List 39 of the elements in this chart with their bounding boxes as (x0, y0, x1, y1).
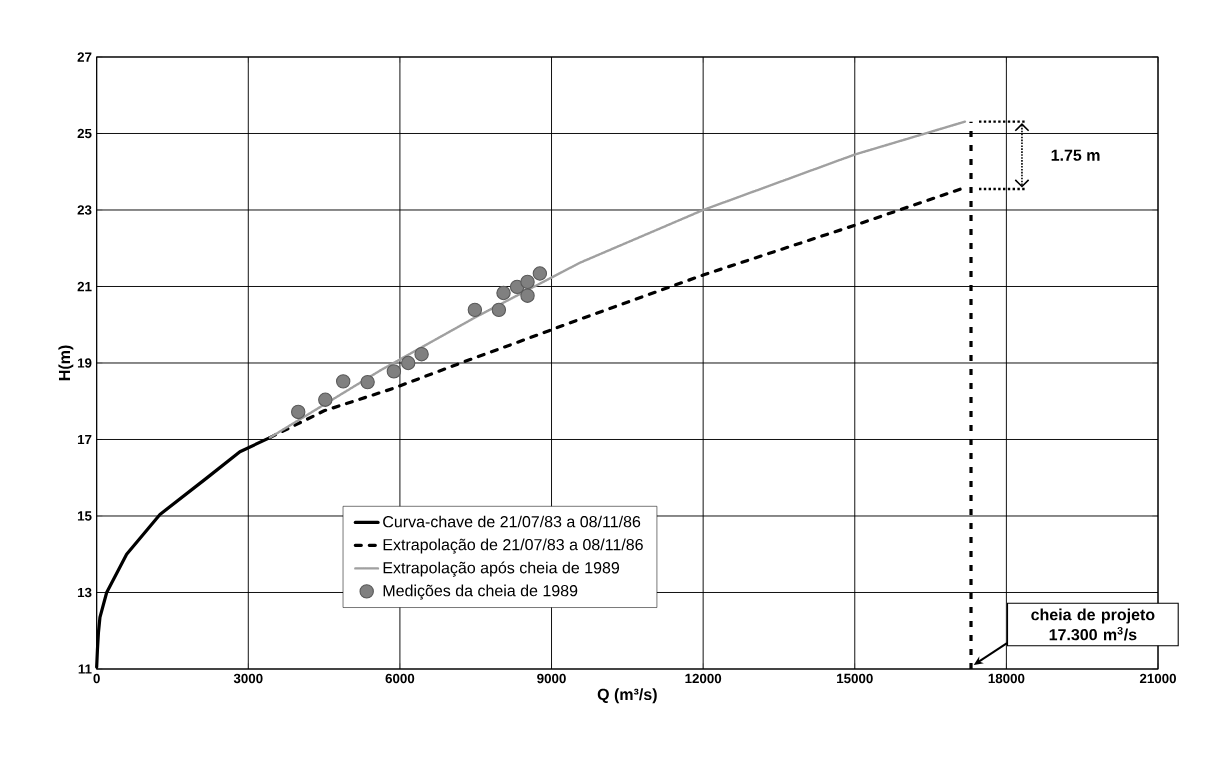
point (400, 355, 416, 371)
point (386, 364, 402, 379)
y-tick-label: 13 (77, 587, 92, 598)
x-axis-title: Q (m³/s) (597, 688, 657, 704)
y-axis-title: H(m) (58, 345, 74, 381)
y-tick-label: 25 (77, 128, 92, 139)
x-tick-label: 18000 (988, 673, 1025, 684)
y-tick-label: 11 (78, 664, 92, 674)
legend-label: Extrapolação após cheia de 1989 (383, 561, 620, 577)
x-tick-label: 21000 (1139, 673, 1176, 684)
point (520, 288, 535, 303)
line-series (268, 120, 967, 439)
point (291, 404, 306, 420)
annotation: cheia de projeto 17.300 m$^{3}$/s (1031, 608, 1155, 641)
x-tick-label: 12000 (685, 673, 722, 684)
point (520, 274, 535, 290)
point (467, 302, 483, 318)
x-tick-label: 15000 (837, 673, 873, 684)
legend-label: Curva-chave de 21/07/83 a 08/11/86 (383, 515, 641, 528)
y-tick-label: 19 (77, 358, 92, 368)
legend-label: Medições da cheia de 1989 (383, 584, 578, 600)
y-tick-label: 21 (77, 281, 92, 292)
y-tick-label: 15 (77, 511, 92, 521)
point (360, 374, 375, 390)
x-tick-label: 6000 (385, 673, 415, 684)
point (532, 266, 548, 281)
x-tick-label: 3000 (233, 673, 263, 684)
y-tick-label: 23 (77, 205, 92, 215)
x-tick-label: 0 (93, 673, 100, 684)
legend-label: Extrapolação de 21/07/83 a 08/11/86 (383, 538, 643, 554)
y-tick-label: 27 (77, 52, 92, 62)
point (496, 285, 511, 301)
point (318, 392, 333, 407)
point (414, 346, 429, 362)
point (336, 374, 351, 389)
point (491, 302, 507, 318)
annotation: 1.75 m (1051, 149, 1100, 161)
y-tick-label: 17 (77, 434, 92, 445)
x-tick-label: 9000 (537, 673, 566, 684)
